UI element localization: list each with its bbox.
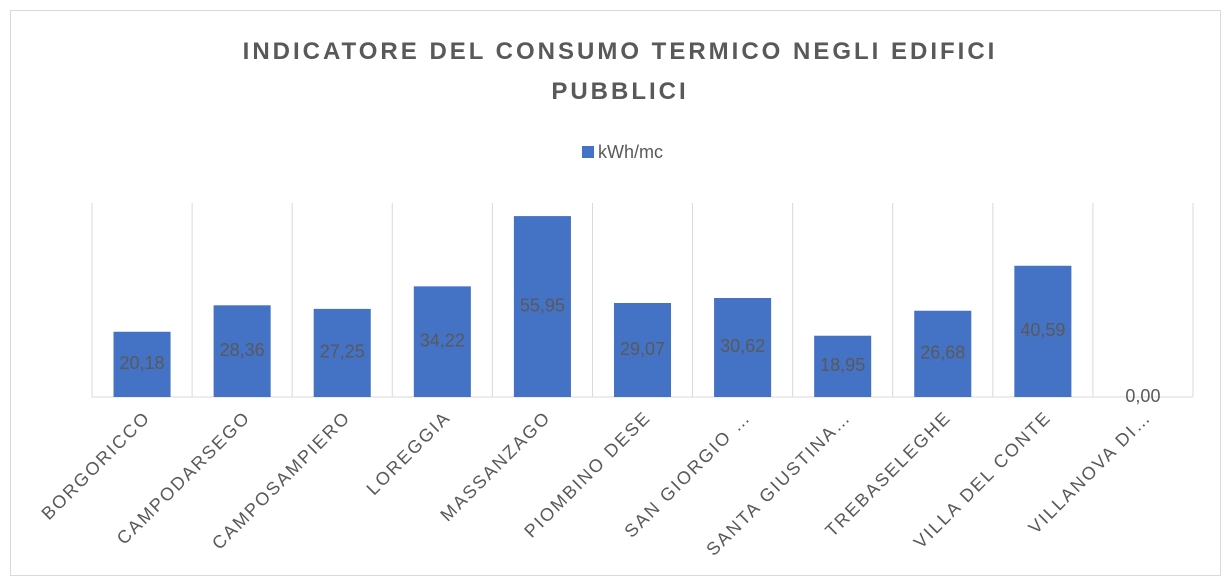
data-label: 30,62	[720, 336, 765, 356]
bar	[313, 308, 371, 397]
bar	[714, 297, 772, 397]
data-label: 40,59	[1020, 320, 1065, 340]
bar	[113, 331, 171, 397]
data-label: 20,18	[120, 353, 165, 373]
bar	[914, 310, 972, 397]
legend-swatch	[582, 146, 594, 158]
bar	[513, 216, 571, 397]
legend-label: kWh/mc	[598, 142, 663, 162]
bar	[413, 286, 471, 397]
data-label: 18,95	[820, 355, 865, 375]
x-tick-label: LOREGGIA	[363, 407, 455, 499]
data-label: 27,25	[320, 342, 365, 362]
bar	[814, 335, 872, 397]
chart-title: INDICATORE DEL CONSUMO TERMICO NEGLI EDI…	[242, 38, 998, 105]
data-label: 29,07	[620, 339, 665, 359]
bar	[613, 303, 672, 397]
data-label: 0,00	[1125, 386, 1160, 406]
bar	[213, 305, 271, 397]
data-label: 28,36	[220, 340, 265, 360]
data-label: 55,95	[520, 295, 565, 315]
data-label: 26,68	[920, 343, 965, 363]
chart-border	[10, 10, 1221, 576]
x-tick-label: MASSANZAGO	[436, 407, 554, 525]
data-label: 34,22	[420, 330, 465, 350]
x-tick-label: BORGORICCO	[38, 407, 155, 524]
bar	[1014, 265, 1072, 397]
